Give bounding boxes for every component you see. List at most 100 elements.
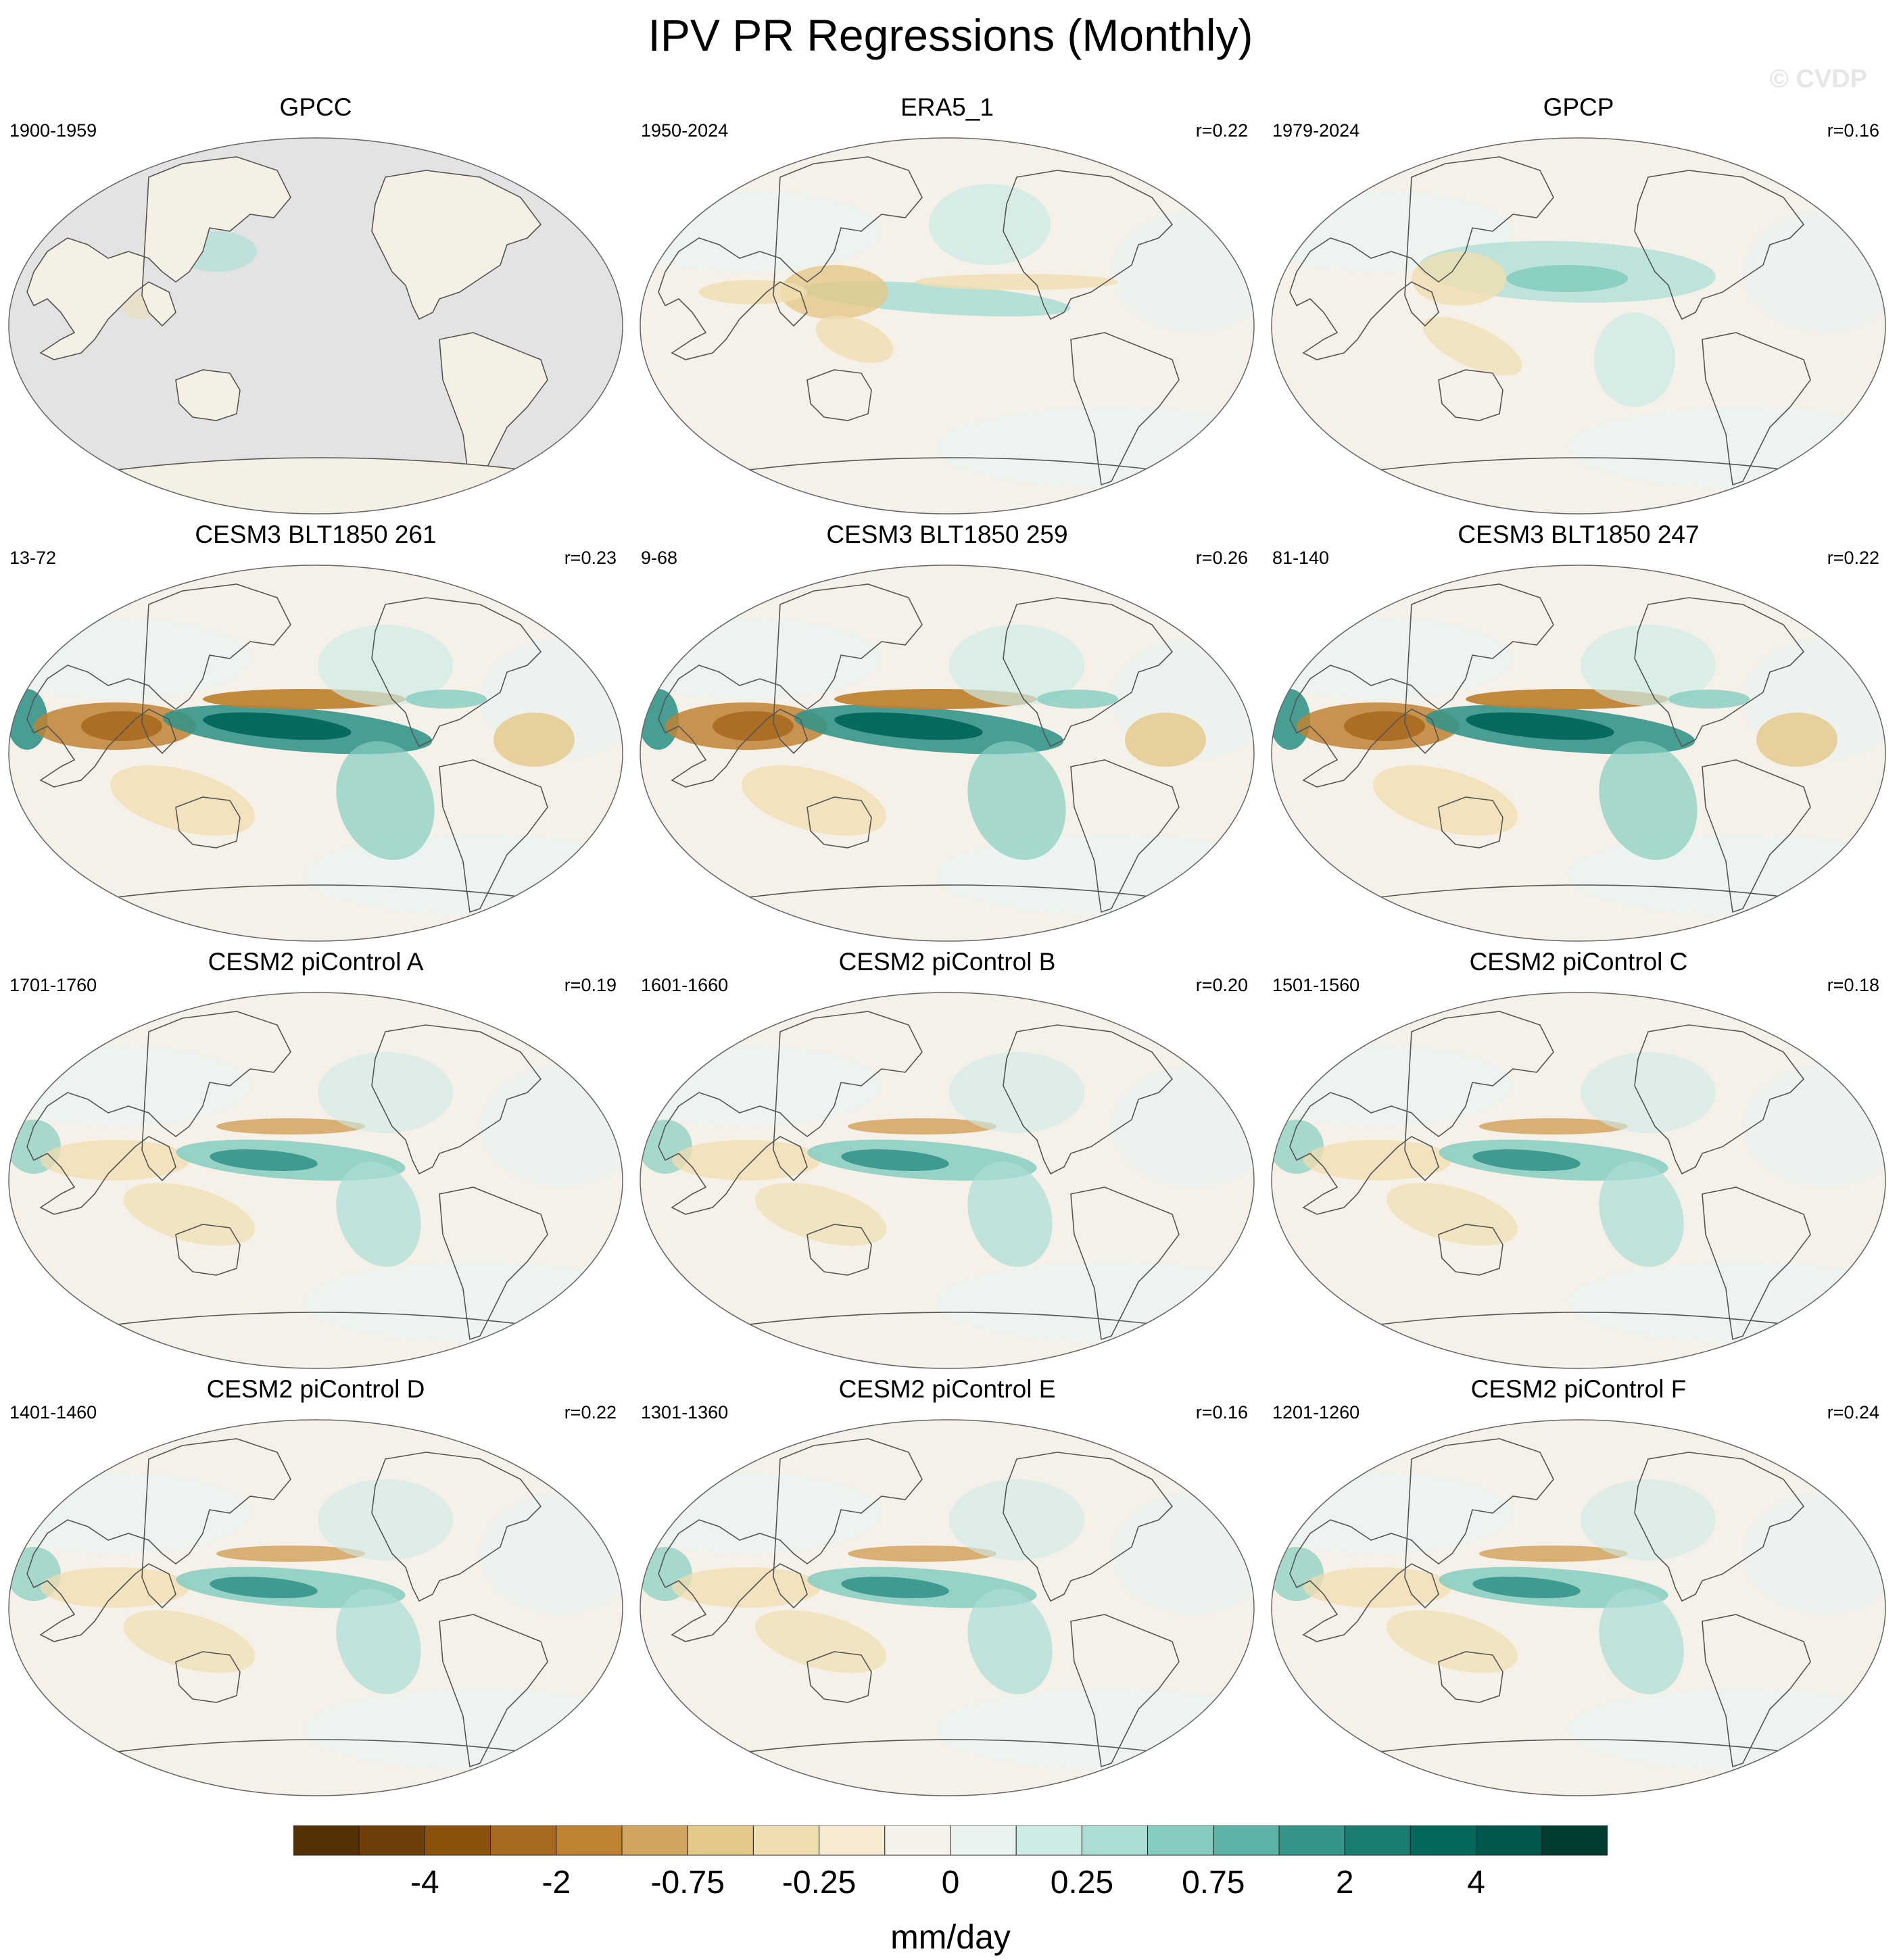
map-panel: CESM3 BLT1850 261 13-72 r=0.23 [0, 521, 631, 947]
colorbar-tick-label: -4 [410, 1865, 439, 1901]
coastline-samerica [1070, 759, 1180, 913]
precip-regression-map [8, 1419, 623, 1796]
panel-period: 1201-1260 [1272, 1402, 1360, 1423]
colorbar-tick-label: 0.25 [1051, 1865, 1113, 1901]
colorbar-box [424, 1825, 491, 1856]
coastline-asia [658, 156, 923, 360]
coastline-greenland [1151, 577, 1200, 619]
panel-period: 9-68 [641, 548, 678, 568]
panel-title: CESM2 piControl D [206, 1375, 425, 1403]
panel-correlation: r=0.22 [1827, 548, 1879, 568]
panel-period: 81-140 [1272, 548, 1330, 568]
panel-title: CESM2 piControl E [838, 1375, 1056, 1403]
map-border [640, 137, 1255, 515]
colorbar-tick-label: 2 [1336, 1865, 1354, 1901]
panel-title: GPCC [279, 93, 352, 121]
coastline-greenland [1151, 1431, 1200, 1473]
panel-period: 1401-1460 [9, 1402, 97, 1423]
coastline-samerica [439, 759, 548, 913]
coastline-australia [1438, 1651, 1503, 1703]
coastline-namerica [1003, 170, 1174, 320]
panel-period: 1701-1760 [9, 975, 97, 995]
colorbar-box [1476, 1825, 1543, 1856]
colorbar-box [1541, 1825, 1608, 1856]
precip-regression-map [1271, 1419, 1886, 1796]
precip-regression-map [1271, 137, 1886, 515]
colorbar-box [1344, 1825, 1411, 1856]
coastline-australia [1438, 1224, 1503, 1276]
coastline-asia [26, 1438, 291, 1642]
coastline-samerica [1702, 759, 1811, 913]
panel-period: 1601-1660 [641, 975, 729, 995]
coastline-asia [1289, 1438, 1554, 1642]
map-panel: CESM2 piControl D 1401-1460 r=0.22 [0, 1375, 631, 1801]
coastline-samerica [439, 332, 548, 486]
panel-correlation: r=0.22 [1195, 120, 1248, 141]
coastline-asia [658, 583, 923, 788]
panel-period: 1501-1560 [1272, 975, 1360, 995]
colorbar-tick-label: 0.75 [1182, 1865, 1245, 1901]
coastline-greenland [1151, 1004, 1200, 1046]
map-border [8, 1419, 623, 1796]
precip-regression-map [8, 992, 623, 1369]
coastline-samerica [1702, 1187, 1811, 1341]
map-border [1271, 565, 1886, 942]
precip-regression-map [640, 992, 1255, 1369]
colorbar-box [687, 1825, 754, 1856]
coastline-namerica [1634, 597, 1805, 748]
panel-title: CESM2 piControl C [1469, 948, 1688, 976]
panel-correlation: r=0.18 [1827, 975, 1879, 995]
coastline-greenland [519, 149, 569, 191]
coastline-greenland [519, 1431, 569, 1473]
coastline-australia [1438, 369, 1503, 421]
coastline-samerica [1070, 1187, 1180, 1341]
colorbar-box [1410, 1825, 1477, 1856]
colorbar-box [293, 1825, 360, 1856]
colorbar: -4 -2 -0.75 -0.25 0 0.25 0.75 2 4 [293, 1825, 1608, 1901]
map-panel: CESM2 piControl F 1201-1260 r=0.24 [1263, 1375, 1894, 1801]
colorbar-tick-label: -0.25 [782, 1865, 856, 1901]
coastline-australia [807, 369, 872, 421]
map-panel: CESM2 piControl C 1501-1560 r=0.18 [1263, 948, 1894, 1374]
panel-correlation: r=0.26 [1195, 548, 1248, 568]
colorbar-tick-label: 4 [1467, 1865, 1485, 1901]
panel-correlation: r=0.23 [564, 548, 617, 568]
colorbar-box [556, 1825, 623, 1856]
panel-title: GPCP [1543, 93, 1614, 121]
coastline-greenland [519, 1004, 569, 1046]
coastline-asia [658, 1011, 923, 1215]
coastline-asia [1289, 1011, 1554, 1215]
panel-correlation: r=0.24 [1827, 1402, 1879, 1423]
colorbar-box [1278, 1825, 1345, 1856]
panel-correlation: r=0.19 [564, 975, 617, 995]
precip-regression-map [640, 565, 1255, 942]
coastline-namerica [1003, 1024, 1174, 1175]
colorbar-box [1081, 1825, 1149, 1856]
panel-correlation: r=0.16 [1827, 120, 1879, 141]
panel-title: CESM2 piControl F [1470, 1375, 1687, 1403]
panel-correlation: r=0.22 [564, 1402, 617, 1423]
colorbar-box [819, 1825, 886, 1856]
coastline-samerica [1070, 1614, 1180, 1768]
coastline-namerica [371, 1452, 542, 1602]
precip-regression-map [640, 1419, 1255, 1796]
coastline-asia [1289, 156, 1554, 360]
coastline-namerica [371, 170, 542, 320]
coastline-greenland [1782, 149, 1831, 191]
colorbar-box [358, 1825, 425, 1856]
coastline-namerica [1634, 1024, 1805, 1175]
colorbar-box [1147, 1825, 1214, 1856]
map-panel: CESM2 piControl A 1701-1760 r=0.19 [0, 948, 631, 1374]
coastline-australia [175, 796, 241, 848]
coastline-samerica [1702, 1614, 1811, 1768]
coastline-samerica [1702, 332, 1811, 486]
colorbar-box [621, 1825, 688, 1856]
coastline-asia [658, 1438, 923, 1642]
panel-period: 1979-2024 [1272, 120, 1360, 141]
coastline-namerica [1003, 1452, 1174, 1602]
coastline-namerica [1003, 597, 1174, 748]
colorbar-box [950, 1825, 1017, 1856]
panel-period: 1301-1360 [641, 1402, 729, 1423]
map-border [640, 565, 1255, 942]
map-border [640, 992, 1255, 1369]
